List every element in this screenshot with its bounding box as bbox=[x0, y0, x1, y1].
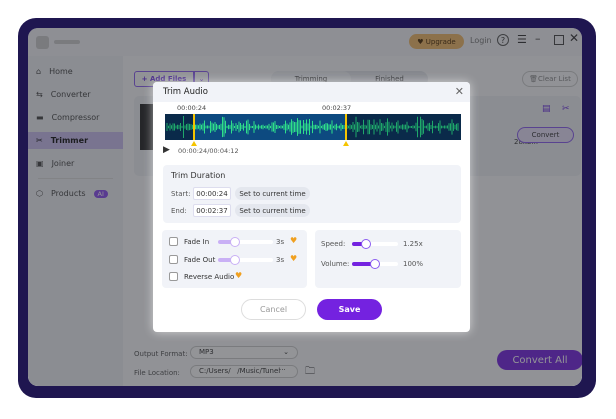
speed-value: 1.25x bbox=[403, 240, 423, 248]
speed-handle[interactable] bbox=[360, 239, 371, 249]
start-time-input[interactable]: 00:00:24 bbox=[193, 187, 231, 200]
volume-handle[interactable] bbox=[370, 259, 380, 269]
start-marker-handle bbox=[191, 141, 197, 146]
volume-label: Volume: bbox=[321, 260, 350, 268]
fade-out-handle[interactable] bbox=[229, 255, 240, 265]
play-icon[interactable]: ▶ bbox=[163, 145, 170, 155]
close-icon[interactable]: ✕ bbox=[454, 85, 464, 98]
premium-icon: ♥ bbox=[290, 254, 298, 263]
speed-fill bbox=[352, 242, 366, 246]
fade-in-slider[interactable] bbox=[218, 237, 273, 247]
trim-duration-panel: Trim Duration Start: 00:00:24 Set to cur… bbox=[163, 165, 461, 223]
fade-in-label: Fade In bbox=[184, 238, 210, 246]
premium-icon: ♥ bbox=[290, 236, 298, 245]
volume-value: 100% bbox=[403, 260, 424, 268]
effects-panel: Fade In 3s ♥ Fade Out 3s ♥ Reverse Audio… bbox=[162, 230, 307, 288]
fade-in-checkbox[interactable] bbox=[169, 237, 178, 246]
fade-in-fill bbox=[218, 240, 235, 244]
start-marker-label: 00:00:24 bbox=[177, 104, 207, 112]
adjust-panel: Speed: 1.25x Volume: 100% bbox=[315, 230, 461, 288]
fade-in-value: 3s bbox=[276, 238, 285, 246]
end-marker-handle bbox=[343, 141, 349, 146]
end-marker-label: 00:02:37 bbox=[322, 104, 352, 112]
playback-time: 00:00:24/00:04:12 bbox=[178, 147, 239, 155]
dialog-title: Trim Audio bbox=[163, 87, 208, 97]
end-time-input[interactable]: 00:02:37 bbox=[193, 204, 231, 217]
fade-out-checkbox[interactable] bbox=[169, 255, 178, 264]
speed-label: Speed: bbox=[321, 240, 346, 248]
cancel-button[interactable]: Cancel bbox=[241, 299, 306, 320]
fade-out-value: 3s bbox=[276, 256, 285, 264]
end-label: End: bbox=[171, 207, 187, 215]
volume-slider[interactable] bbox=[352, 259, 398, 269]
set-start-current-button[interactable]: Set to current time bbox=[235, 187, 310, 200]
trim-audio-dialog: Trim Audio ✕ 00:00:24 00:02:37 ▶ 00:00:24… bbox=[153, 82, 470, 332]
speed-slider[interactable] bbox=[352, 239, 398, 249]
fade-out-fill bbox=[218, 258, 235, 262]
reverse-audio-checkbox[interactable] bbox=[169, 272, 178, 281]
reverse-audio-label: Reverse Audio bbox=[184, 273, 235, 281]
trim-duration-title: Trim Duration bbox=[171, 171, 226, 180]
fade-out-slider[interactable] bbox=[218, 255, 273, 265]
start-label: Start: bbox=[171, 190, 191, 198]
premium-icon: ♥ bbox=[235, 271, 243, 280]
fade-in-handle[interactable] bbox=[229, 237, 240, 247]
fade-out-label: Fade Out bbox=[184, 256, 216, 264]
volume-fill bbox=[352, 262, 375, 266]
waveform[interactable] bbox=[165, 114, 461, 146]
save-button[interactable]: Save bbox=[317, 299, 382, 320]
set-end-current-button[interactable]: Set to current time bbox=[235, 204, 310, 217]
